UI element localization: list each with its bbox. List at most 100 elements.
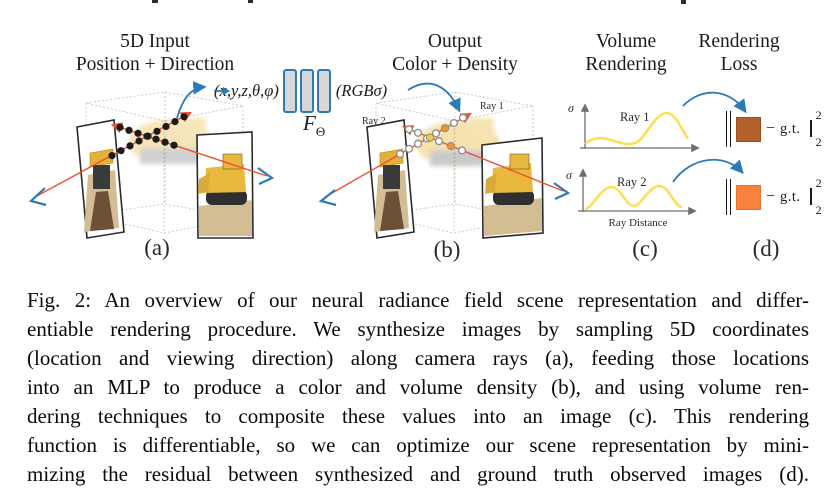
- image-plane-left: [76, 119, 125, 239]
- sample-points: [108, 113, 188, 160]
- cropped-text-artifact: [248, 0, 253, 3]
- norm-exponent: 2: [815, 176, 822, 190]
- caption-line: entiable rendering procedure. We synthes…: [27, 317, 809, 341]
- photo-bulldozer-cab: [509, 153, 530, 170]
- x-axis-label: Ray Distance: [609, 217, 668, 229]
- photo-bulldozer-body: [383, 165, 400, 189]
- ground-truth-label: g.t.: [780, 120, 801, 137]
- header-line: 5D Input: [120, 31, 190, 52]
- header-output: Output Color + Density: [345, 30, 565, 76]
- caption-line: mizing the residual between synthesized …: [27, 462, 809, 486]
- caption-line: into an MLP to produce a color and volum…: [27, 375, 809, 399]
- norm-subscript: 2: [815, 203, 822, 217]
- query-points: [395, 113, 468, 159]
- figure-caption: Fig. 2: An overview of our neural radian…: [27, 286, 809, 489]
- rendered-pixel-swatch: [736, 184, 761, 210]
- caption-line: function is differentiable, so we can op…: [27, 433, 809, 457]
- minus-sign: −: [766, 120, 776, 137]
- image-plane-right: [481, 137, 544, 239]
- header-line: Volume: [595, 31, 657, 52]
- sigma-axis-label: σ: [568, 101, 575, 115]
- plot1-ray-label: Ray 1: [620, 110, 650, 124]
- panel-label-b: (b): [433, 237, 461, 262]
- panel-label-a: (a): [144, 235, 170, 260]
- minus-sign: −: [766, 188, 776, 205]
- norm-close: 2 2: [809, 108, 822, 149]
- header-line: Output: [427, 31, 483, 52]
- header-rendering-loss: Rendering Loss: [687, 30, 791, 76]
- caption-line: dering techniques to composite these val…: [27, 404, 809, 428]
- header-line: Rendering: [698, 31, 780, 52]
- mlp-layer-bar: [300, 69, 315, 113]
- rendering-loss-term-1: − g.t. 2 2: [726, 107, 822, 151]
- photo-bulldozer-arm: [485, 173, 497, 194]
- volume-rendering-plots: σ Ray 1 σ Ray 2 Ray Distance: [566, 91, 747, 229]
- photo-road: [380, 191, 404, 231]
- photo-ground: [484, 198, 542, 236]
- panel-a-scene: [28, 81, 275, 239]
- panel-b-scene: Ray 2 Ray 1: [318, 82, 571, 239]
- cropped-text-artifact: [152, 0, 158, 3]
- mlp-block: [282, 69, 333, 113]
- photo-bulldozer-blade: [89, 148, 114, 168]
- header-line: Loss: [720, 54, 758, 75]
- sigma-axis-label: σ: [566, 168, 573, 182]
- norm-close: 2 2: [809, 176, 822, 217]
- norm-subscript: 2: [815, 135, 822, 149]
- ray1-label: Ray 1: [480, 101, 504, 112]
- norm-bar-icon: [809, 188, 812, 205]
- norm-bar-icon: [726, 179, 731, 215]
- image-plane-left: [366, 119, 415, 239]
- mlp-layer-bar: [283, 69, 298, 113]
- faded-scene-object: [128, 118, 212, 164]
- plot2-ray-label: Ray 2: [617, 175, 647, 189]
- camera-icon: [28, 187, 47, 207]
- photo-road: [90, 191, 114, 231]
- caption-line: (location and viewing direction) along c…: [27, 346, 809, 370]
- query-point-orange: [446, 141, 456, 151]
- mlp-output-rgbsigma: (RGBσ): [335, 81, 388, 100]
- panel-label-c: (c): [632, 236, 658, 261]
- norm-bar-icon: [809, 120, 812, 137]
- caption-line: Fig. 2: An overview of our neural radian…: [27, 288, 809, 312]
- photo-bulldozer-body: [205, 164, 246, 193]
- photo-bulldozer-tracks: [493, 190, 534, 205]
- header-5d-input: 5D Input Position + Direction: [45, 30, 265, 76]
- f-symbol: F: [303, 111, 316, 135]
- photo-bulldozer-tracks: [206, 190, 247, 205]
- density-plot-ray1: σ Ray 1: [568, 101, 700, 153]
- mlp-io-row: (x,y,z,θ,φ) (RGBσ): [214, 68, 387, 114]
- photo-bulldozer-body: [492, 163, 533, 193]
- panel-label-d: (d): [752, 236, 780, 261]
- photo-bulldozer-arm: [198, 173, 210, 194]
- density-curve: [584, 111, 690, 146]
- right-arrow-icon: [214, 87, 230, 95]
- ray2-label: Ray 2: [362, 116, 386, 127]
- photo-bulldozer-body: [93, 165, 110, 189]
- density-plot-ray2: σ Ray 2 Ray Distance: [566, 168, 697, 229]
- mlp-function-label: FΘ: [303, 111, 325, 140]
- density-curve: [584, 184, 683, 211]
- query-point-yellow: [425, 133, 435, 142]
- cropped-text-artifact: [681, 0, 686, 4]
- camera-icon: [257, 167, 275, 185]
- arc-from-rgbsigma: [407, 82, 461, 113]
- photo-ground: [199, 200, 252, 236]
- mlp-input-coords: (x,y,z,θ,φ): [214, 81, 279, 100]
- camera-icon: [318, 189, 337, 207]
- rendered-pixel-swatch: [736, 116, 761, 142]
- mlp-layer-bar: [317, 69, 332, 113]
- theta-subscript: Θ: [315, 124, 326, 139]
- arc-to-loss-1: [682, 91, 747, 114]
- header-line: Color + Density: [392, 54, 518, 75]
- header-line: Position + Direction: [75, 54, 235, 75]
- query-point-orange: [440, 124, 450, 133]
- ground-truth-label: g.t.: [780, 188, 801, 205]
- norm-exponent: 2: [815, 108, 822, 122]
- rendering-loss-term-2: − g.t. 2 2: [726, 175, 822, 219]
- header-line: Rendering: [585, 54, 667, 75]
- camera-icon: [553, 182, 571, 200]
- arc-to-coords: [176, 81, 207, 119]
- arc-to-loss-2: [672, 158, 744, 183]
